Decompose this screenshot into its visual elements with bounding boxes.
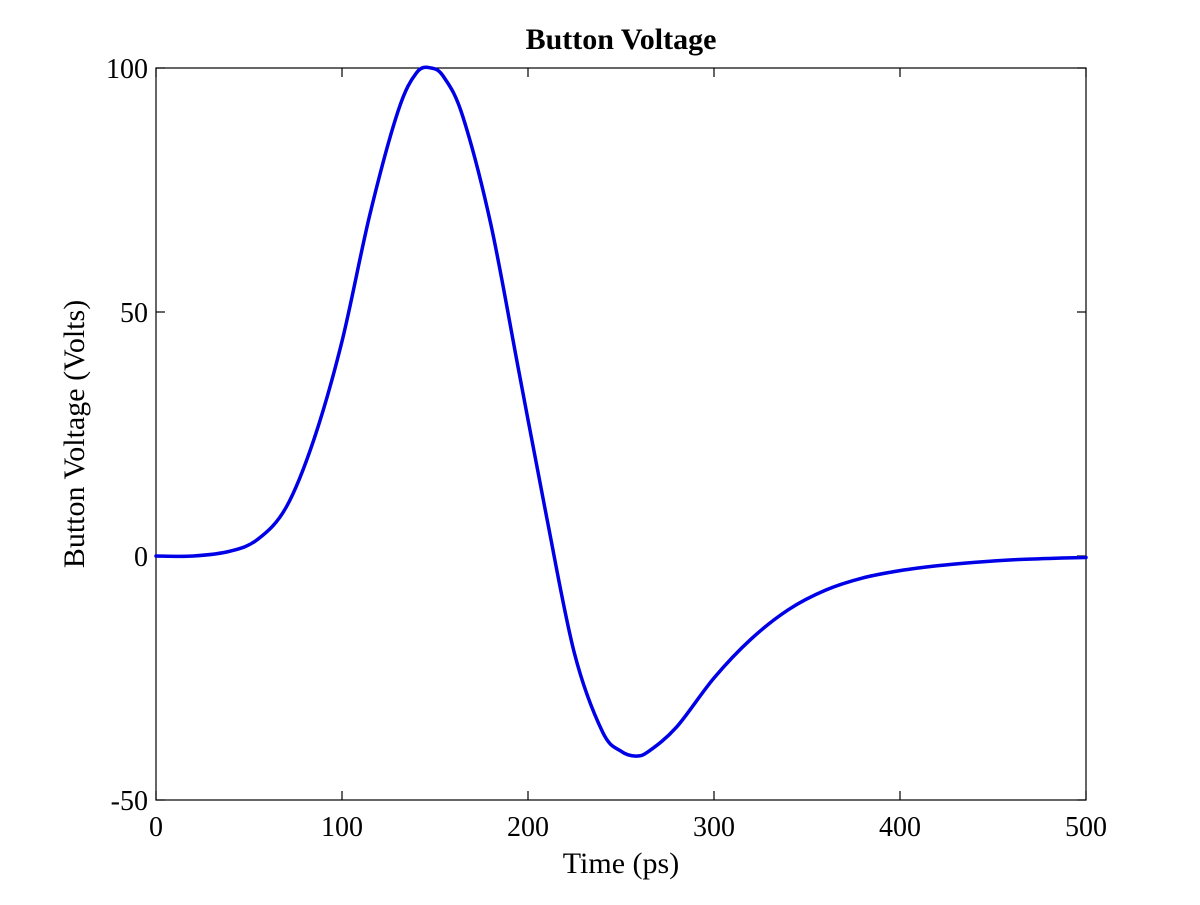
x-tick-label: 200	[507, 812, 549, 843]
plot-area	[155, 67, 1087, 801]
x-axis-label: Time (ps)	[563, 847, 679, 880]
y-tick-label: 100	[106, 54, 148, 85]
x-tick-label: 500	[1065, 812, 1107, 843]
chart-title: Button Voltage	[526, 23, 717, 56]
y-tick-label: -50	[111, 786, 148, 817]
y-axis-label: Button Voltage (Volts)	[58, 300, 91, 568]
series-line	[154, 65, 1088, 758]
y-tick-label: 50	[120, 298, 148, 329]
x-tick-label: 400	[879, 812, 921, 843]
x-tick-label: 100	[321, 812, 363, 843]
series-layer	[154, 65, 1088, 758]
x-tick-label: 300	[693, 812, 735, 843]
y-tick-label: 0	[134, 542, 148, 573]
x-tick-label: 0	[149, 812, 163, 843]
